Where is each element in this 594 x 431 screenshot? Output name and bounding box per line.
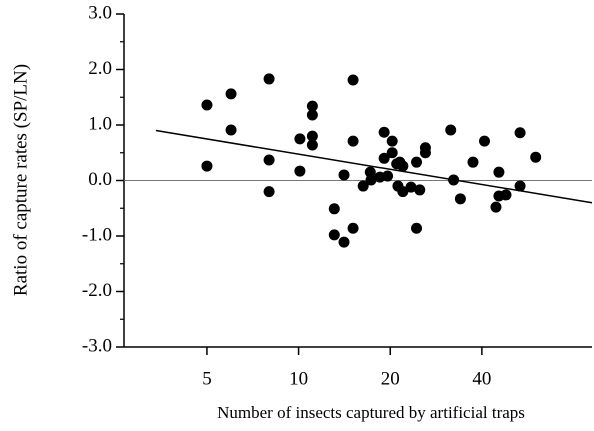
- point: [382, 170, 394, 182]
- point: [306, 100, 318, 112]
- point: [201, 160, 213, 172]
- point: [347, 74, 359, 86]
- point: [454, 193, 466, 205]
- x-tick-label: 10: [289, 368, 308, 389]
- point: [347, 135, 359, 147]
- x-axis-title: Number of insects captured by artificial…: [217, 403, 525, 422]
- point: [365, 174, 377, 186]
- point: [411, 222, 423, 234]
- point: [500, 189, 512, 201]
- y-axis-title: Ratio of capture rates (SP/LN): [10, 64, 31, 296]
- point: [378, 126, 390, 138]
- point: [263, 186, 275, 198]
- point: [306, 109, 318, 121]
- point: [414, 184, 426, 196]
- point: [530, 151, 542, 163]
- point: [306, 139, 318, 151]
- point: [378, 152, 390, 164]
- y-tick-label: -1.0: [82, 224, 112, 245]
- point: [201, 99, 213, 111]
- y-tick-label: -2.0: [82, 280, 112, 301]
- point: [386, 147, 398, 159]
- point: [514, 180, 526, 192]
- x-tick-label: 5: [202, 368, 212, 389]
- point: [347, 222, 359, 234]
- trend-line: [155, 129, 593, 204]
- point: [357, 180, 369, 192]
- y-tick-label: -3.0: [82, 335, 112, 356]
- point: [448, 174, 460, 186]
- y-tick-label: 3.0: [88, 2, 112, 23]
- point: [493, 166, 505, 178]
- point: [338, 236, 350, 248]
- point: [263, 73, 275, 85]
- point: [338, 169, 350, 181]
- point: [419, 147, 431, 159]
- point: [386, 135, 398, 147]
- point: [263, 154, 275, 166]
- point: [225, 124, 237, 136]
- y-tick-label: 1.0: [88, 113, 112, 134]
- point: [467, 156, 479, 168]
- point: [294, 133, 306, 145]
- x-tick-label: 20: [381, 368, 400, 389]
- y-tick-label: 2.0: [88, 58, 112, 79]
- point: [490, 201, 502, 213]
- point: [411, 156, 423, 168]
- x-tick-label: 40: [472, 368, 491, 389]
- point: [294, 165, 306, 177]
- point: [514, 127, 526, 139]
- point: [328, 229, 340, 241]
- point: [225, 88, 237, 100]
- point: [397, 160, 409, 172]
- y-tick-label: 0.0: [88, 169, 112, 190]
- point: [306, 130, 318, 142]
- point: [328, 203, 340, 215]
- point: [405, 181, 417, 193]
- point: [445, 124, 457, 136]
- point: [478, 135, 490, 147]
- point: [397, 186, 409, 198]
